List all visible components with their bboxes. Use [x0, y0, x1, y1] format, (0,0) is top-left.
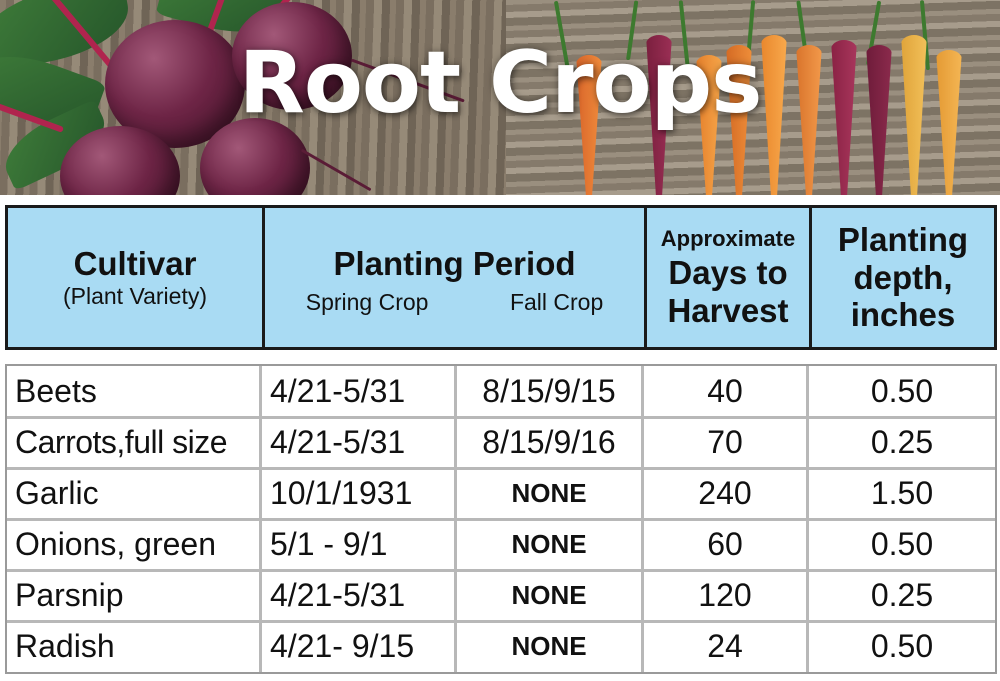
header-days-line3: Harvest: [667, 291, 789, 329]
cell-depth: 0.50: [870, 373, 934, 409]
header-cultivar-sub: (Plant Variety): [62, 282, 207, 309]
cell-fall: NONE: [511, 631, 587, 661]
header-days-line2: Days to: [668, 253, 788, 291]
cell-spring: 4/21-5/31: [270, 577, 406, 613]
cell-days: 70: [707, 424, 743, 460]
cell-fall: NONE: [511, 529, 587, 559]
cell-depth: 0.25: [870, 424, 934, 460]
header-banner: Root Crops: [0, 0, 1000, 195]
cell-cultivar: Parsnip: [15, 577, 124, 613]
cell-fall: 8/15/9/15: [482, 373, 616, 409]
header-spring-crop: Spring Crop: [305, 288, 429, 315]
header-fall-crop: Fall Crop: [509, 288, 604, 315]
cell-depth: 0.25: [870, 577, 934, 613]
cell-fall: NONE: [511, 478, 587, 508]
header-depth-line1: Planting: [837, 220, 969, 258]
cell-cultivar: Onions, green: [15, 526, 217, 562]
beets-photo: [0, 0, 506, 195]
cell-spring: 10/1/1931: [270, 475, 413, 511]
cell-spring: 4/21-5/31: [270, 373, 406, 409]
header-depth-line2: depth,: [853, 258, 953, 296]
cell-days: 24: [707, 628, 743, 664]
cell-cultivar: Radish: [15, 628, 115, 664]
table-row: Garlic 10/1/1931 NONE 240 1.50: [7, 468, 995, 521]
header-cultivar: Cultivar (Plant Variety): [8, 208, 262, 347]
header-planting-period: Planting Period Spring Crop Fall Crop: [265, 208, 644, 347]
page-title: Root Crops: [238, 33, 763, 133]
cell-depth: 1.50: [870, 475, 934, 511]
cell-cultivar: Carrots,full size: [15, 424, 228, 460]
cell-spring: 4/21- 9/15: [270, 628, 415, 664]
header-planting-period-label: Planting Period: [333, 245, 576, 283]
table-row: Carrots,full size 4/21-5/31 8/15/9/16 70…: [7, 417, 995, 470]
table-row: Radish 4/21- 9/15 NONE 24 0.50: [7, 621, 995, 672]
cell-fall: NONE: [511, 580, 587, 610]
cell-days: 240: [698, 475, 752, 511]
cell-depth: 0.50: [870, 526, 934, 562]
cell-cultivar: Beets: [15, 373, 97, 409]
header-planting-depth: Planting depth, inches: [812, 208, 994, 347]
header-depth-line3: inches: [850, 296, 956, 334]
header-cultivar-label: Cultivar: [73, 245, 197, 283]
header-days-line1: Approximate: [660, 225, 796, 251]
cell-days: 40: [707, 373, 743, 409]
carrots-photo: [506, 0, 1000, 195]
cell-days: 60: [707, 526, 743, 562]
cell-cultivar: Garlic: [15, 475, 99, 511]
header-days-to-harvest: Approximate Days to Harvest: [647, 208, 809, 347]
table-row: Parsnip 4/21-5/31 NONE 120 0.25: [7, 570, 995, 623]
cell-spring: 5/1 - 9/1: [270, 526, 388, 562]
table-row: Onions, green 5/1 - 9/1 NONE 60 0.50: [7, 519, 995, 572]
cell-depth: 0.50: [870, 628, 934, 664]
table-body: Beets 4/21-5/31 8/15/9/15 40 0.50 Carrot…: [5, 364, 997, 674]
cell-days: 120: [698, 577, 752, 613]
cell-spring: 4/21-5/31: [270, 424, 406, 460]
cell-fall: 8/15/9/16: [482, 424, 616, 460]
table-header: Cultivar (Plant Variety) Planting Period…: [5, 205, 997, 350]
table-row: Beets 4/21-5/31 8/15/9/15 40 0.50: [7, 366, 995, 419]
